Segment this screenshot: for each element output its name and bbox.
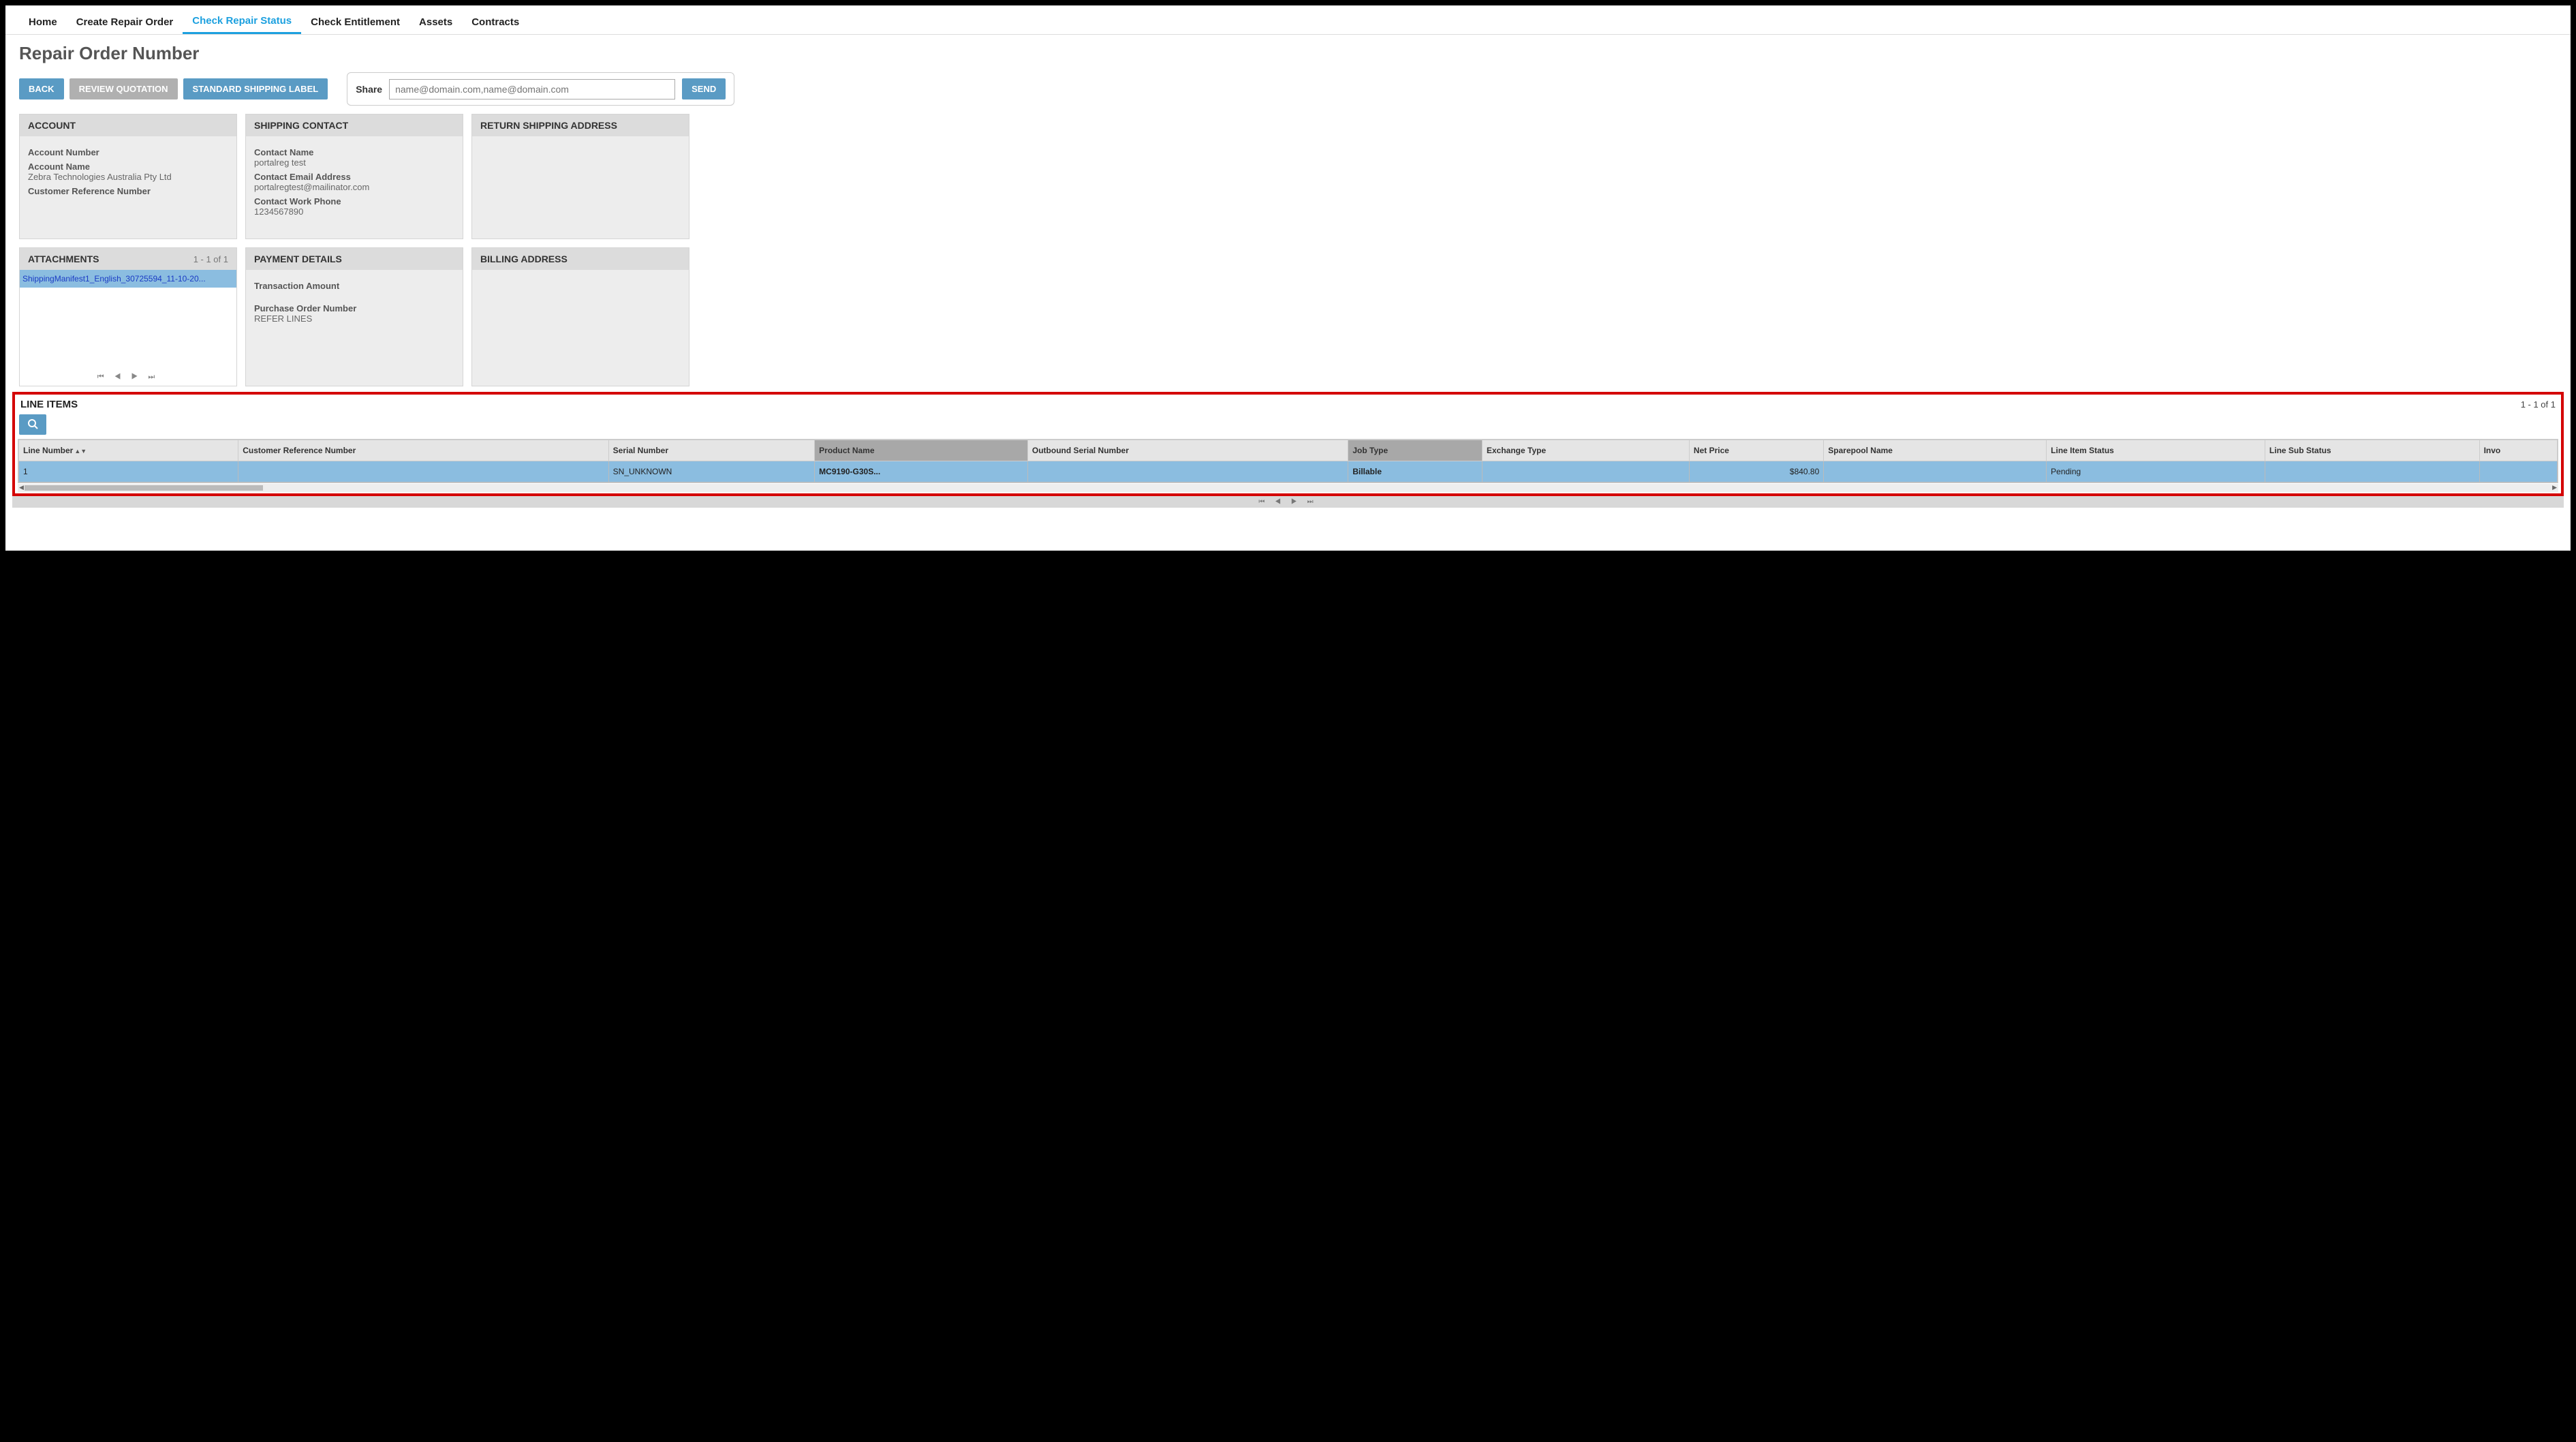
contact-name-value: portalreg test (254, 157, 454, 168)
line-items-table: Line Number Customer Reference Number Se… (18, 440, 2558, 482)
attachments-title: ATTACHMENTS (28, 254, 99, 264)
cell-net-price: $840.80 (1689, 461, 1823, 482)
attachments-panel: ATTACHMENTS 1 - 1 of 1 ShippingManifest1… (19, 247, 237, 386)
account-number-label: Account Number (28, 147, 228, 157)
attachment-link[interactable]: ShippingManifest1_English_30725594_11-10… (20, 270, 236, 288)
tab-home[interactable]: Home (19, 11, 67, 33)
col-serial-number[interactable]: Serial Number (608, 440, 815, 461)
col-invo[interactable]: Invo (2479, 440, 2557, 461)
toolbar: BACK REVIEW QUOTATION STANDARD SHIPPING … (5, 70, 2571, 114)
contact-email-label: Contact Email Address (254, 172, 454, 182)
scroll-right-icon: ▶ (2551, 484, 2558, 491)
cell-line-number: 1 (19, 461, 238, 482)
account-panel-header: ACCOUNT (20, 114, 236, 136)
tab-check-entitlement[interactable]: Check Entitlement (301, 11, 409, 33)
horizontal-scrollbar[interactable]: ◀ ▶ (18, 484, 2558, 492)
page-title: Repair Order Number (5, 35, 2571, 70)
attachments-header: ATTACHMENTS 1 - 1 of 1 (20, 248, 236, 270)
search-icon (27, 418, 38, 431)
return-shipping-header: RETURN SHIPPING ADDRESS (472, 114, 689, 136)
account-panel: ACCOUNT Account Number Account Name Zebr… (19, 114, 237, 239)
line-items-header-row: Line Number Customer Reference Number Se… (19, 440, 2558, 461)
payment-details-panel: PAYMENT DETAILS Transaction Amount Purch… (245, 247, 463, 386)
contact-phone-label: Contact Work Phone (254, 196, 454, 206)
account-name-label: Account Name (28, 162, 228, 172)
cell-exchange-type (1483, 461, 1690, 482)
account-name-value: Zebra Technologies Australia Pty Ltd (28, 172, 228, 182)
line-items-count: 1 - 1 of 1 (2521, 399, 2556, 410)
cell-customer-ref (238, 461, 608, 482)
bottom-pager[interactable]: ⏮ ◀ ▶ ⏭ (12, 496, 2564, 508)
tab-assets[interactable]: Assets (409, 11, 462, 33)
col-exchange-type[interactable]: Exchange Type (1483, 440, 1690, 461)
attachments-pager[interactable]: ⏮ ◀ ▶ ⏭ (20, 369, 236, 386)
send-button[interactable]: SEND (682, 78, 726, 99)
col-product-name[interactable]: Product Name (815, 440, 1028, 461)
contact-phone-value: 1234567890 (254, 206, 454, 217)
line-items-search-button[interactable] (19, 414, 46, 435)
contact-name-label: Contact Name (254, 147, 454, 157)
nav-tabs: Home Create Repair Order Check Repair St… (5, 5, 2571, 35)
col-net-price[interactable]: Net Price (1689, 440, 1823, 461)
line-items-table-wrap: Line Number Customer Reference Number Se… (18, 439, 2558, 483)
back-button[interactable]: BACK (19, 78, 64, 99)
purchase-order-label: Purchase Order Number (254, 303, 454, 313)
col-line-item-status[interactable]: Line Item Status (2047, 440, 2265, 461)
col-line-number[interactable]: Line Number (19, 440, 238, 461)
standard-shipping-label-button[interactable]: STANDARD SHIPPING LABEL (183, 78, 328, 99)
col-line-sub-status[interactable]: Line Sub Status (2265, 440, 2479, 461)
purchase-order-value: REFER LINES (254, 313, 454, 324)
billing-address-panel: BILLING ADDRESS (471, 247, 689, 386)
tab-contracts[interactable]: Contracts (462, 11, 529, 33)
tab-create-repair-order[interactable]: Create Repair Order (67, 11, 183, 33)
billing-address-header: BILLING ADDRESS (472, 248, 689, 270)
col-sparepool-name[interactable]: Sparepool Name (1824, 440, 2047, 461)
cell-outbound-serial (1027, 461, 1348, 482)
customer-reference-label: Customer Reference Number (28, 186, 228, 196)
contact-email-value: portalregtest@mailinator.com (254, 182, 454, 192)
col-customer-ref[interactable]: Customer Reference Number (238, 440, 608, 461)
cell-product: MC9190-G30S... (815, 461, 1028, 482)
col-job-type[interactable]: Job Type (1348, 440, 1483, 461)
return-shipping-panel: RETURN SHIPPING ADDRESS (471, 114, 689, 239)
transaction-amount-label: Transaction Amount (254, 281, 454, 291)
shipping-contact-panel: SHIPPING CONTACT Contact Name portalreg … (245, 114, 463, 239)
line-items-title: LINE ITEMS (20, 399, 78, 410)
cell-sub-status (2265, 461, 2479, 482)
attachments-count: 1 - 1 of 1 (193, 254, 228, 264)
cell-sparepool (1824, 461, 2047, 482)
scrollbar-thumb[interactable] (25, 485, 263, 491)
share-label: Share (356, 84, 382, 95)
tab-check-repair-status[interactable]: Check Repair Status (183, 10, 301, 34)
share-input[interactable] (389, 79, 675, 99)
cell-invo (2479, 461, 2557, 482)
line-items-section: LINE ITEMS 1 - 1 of 1 Line Number Custom… (12, 392, 2564, 496)
cell-job-type: Billable (1348, 461, 1483, 482)
cell-status: Pending (2047, 461, 2265, 482)
review-quotation-button[interactable]: REVIEW QUOTATION (69, 78, 178, 99)
table-row[interactable]: 1 SN_UNKNOWN MC9190-G30S... Billable $84… (19, 461, 2558, 482)
cell-serial: SN_UNKNOWN (608, 461, 815, 482)
col-outbound-serial[interactable]: Outbound Serial Number (1027, 440, 1348, 461)
payment-details-header: PAYMENT DETAILS (246, 248, 463, 270)
share-box: Share SEND (347, 72, 734, 106)
shipping-contact-header: SHIPPING CONTACT (246, 114, 463, 136)
